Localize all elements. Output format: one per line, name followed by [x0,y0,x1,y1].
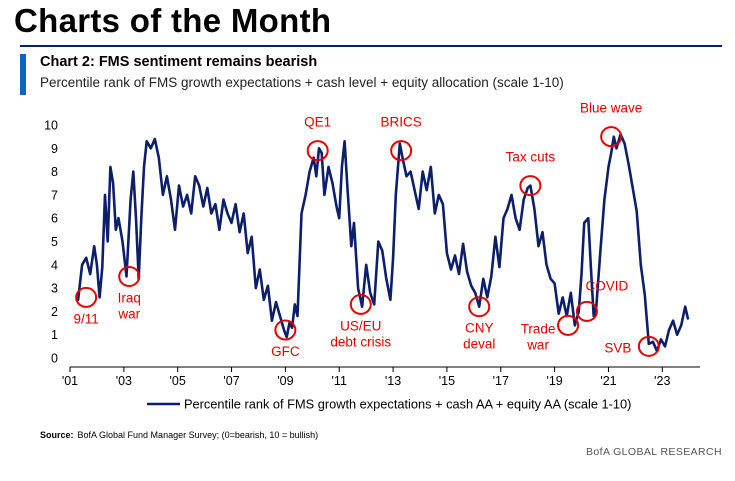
annotation-label: COVID [586,278,629,293]
y-tick-label: 10 [44,119,58,133]
y-tick-label: 3 [51,282,58,296]
annotation-label: GFC [271,344,300,359]
title-rule [20,45,722,47]
x-tick-label: '23 [654,374,670,388]
series-line [76,133,690,353]
x-tick-label: '15 [439,374,455,388]
annotation-circle [274,319,297,341]
annotation-circle [468,296,491,318]
annotation-circle [637,335,660,357]
annotation-circle [390,140,413,162]
y-tick-label: 4 [51,258,58,272]
source-text: BofA Global Fund Manager Survey; (0=bear… [77,430,319,440]
x-tick-label: '11 [332,374,347,388]
x-tick-label: '03 [116,374,132,388]
annotation-label: CNY deval [463,321,495,352]
annotation-label: BRICS [381,115,422,130]
annotation-circle [349,293,372,315]
y-tick-label: 1 [51,328,58,342]
x-tick-label: '05 [170,374,186,388]
x-tick-label: '01 [62,374,78,388]
source-note: Source: BofA Global Fund Manager Survey; … [40,430,318,440]
annotation-circle [575,300,598,322]
annotation-circle [306,140,329,162]
y-tick-label: 6 [51,212,58,226]
y-tick-label: 8 [51,165,58,179]
research-credit: BofA GLOBAL RESEARCH [586,446,722,458]
legend-label: Percentile rank of FMS growth expectatio… [184,397,631,412]
annotation-label: Iraq war [117,290,141,321]
annotation-label: Trade war [521,321,556,352]
y-tick-label: 2 [51,305,58,319]
x-tick-label: '07 [223,374,239,388]
x-tick-label: '13 [385,374,401,388]
annotation-label: 9/11 [74,311,99,326]
source-label: Source: [40,430,74,440]
annotation-circle [600,126,623,148]
accent-bar [20,54,26,95]
annotation-circle [118,265,141,287]
page-title: Charts of the Month [14,2,332,39]
annotation-label: US/EU debt crisis [330,318,391,349]
annotation-label: Tax cuts [506,150,556,165]
annotation-label: QE1 [304,115,331,130]
x-tick-label: '09 [277,374,293,388]
annotation-circle [519,175,542,197]
y-tick-label: 7 [51,188,58,202]
chart-title: Chart 2: FMS sentiment remains bearish [40,54,318,70]
y-tick-label: 5 [51,235,58,249]
x-tick-label: '19 [546,374,562,388]
annotation-circle [75,286,98,308]
x-tick-label: '17 [493,374,509,388]
annotation-label: Blue wave [580,101,642,116]
chart-subtitle: Percentile rank of FMS growth expectatio… [40,75,564,90]
annotation-circle [557,314,580,336]
y-tick-label: 9 [51,142,58,156]
x-tick-label: '21 [600,374,616,388]
annotation-label: SVB [604,340,631,355]
y-tick-label: 0 [51,352,58,366]
